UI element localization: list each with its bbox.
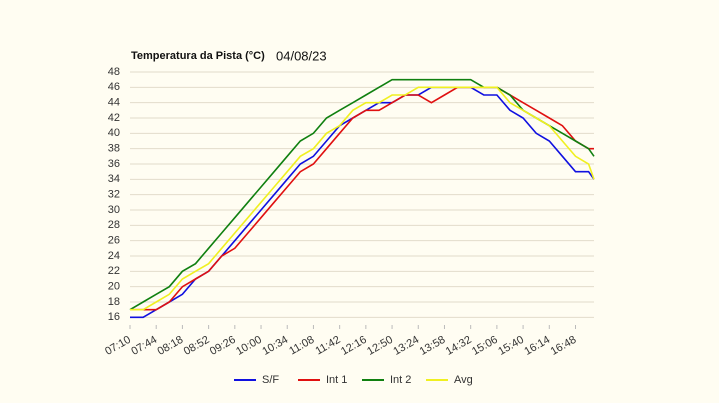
x-tick-label: 11:08 xyxy=(287,334,316,358)
y-tick-label: 48 xyxy=(108,66,120,78)
y-tick-label: 36 xyxy=(108,158,120,170)
y-tick-label: 38 xyxy=(108,143,120,155)
series-line xyxy=(130,86,595,311)
y-tick-label: 30 xyxy=(108,204,120,216)
legend-label: Avg xyxy=(454,374,473,386)
x-tick-label: 14:32 xyxy=(444,334,474,358)
y-tick-label: 24 xyxy=(108,250,120,262)
y-tick-label: 18 xyxy=(108,296,120,308)
chart-title: Temperatura da Pista (°C) xyxy=(131,50,265,62)
x-tick-label: 16:48 xyxy=(549,334,579,358)
y-tick-label: 42 xyxy=(108,112,120,124)
chart-subtitle: 04/08/23 xyxy=(276,48,327,63)
x-tick-label: 11:42 xyxy=(313,334,342,358)
y-tick-label: 46 xyxy=(108,81,120,93)
y-tick-label: 16 xyxy=(108,311,120,323)
x-tick-label: 07:44 xyxy=(129,334,159,358)
series-line xyxy=(130,86,594,311)
y-tick-label: 34 xyxy=(108,173,120,185)
x-tick-label: 16:14 xyxy=(522,334,552,358)
y-tick-label: 40 xyxy=(108,127,120,139)
y-tick-label: 32 xyxy=(108,189,120,201)
x-tick-label: 08:18 xyxy=(156,334,186,358)
y-tick-label: 26 xyxy=(108,235,120,247)
legend-label: Int 1 xyxy=(326,374,347,386)
series-line xyxy=(130,86,595,319)
x-tick-label: 07:10 xyxy=(103,334,133,358)
y-tick-label: 22 xyxy=(108,265,120,277)
x-tick-label: 10:00 xyxy=(234,334,264,358)
y-tick-label: 44 xyxy=(108,97,120,109)
x-tick-label: 15:06 xyxy=(470,334,500,358)
legend-label: S/F xyxy=(262,374,279,386)
x-tick-label: 10:34 xyxy=(260,334,290,358)
x-tick-label: 09:26 xyxy=(208,334,238,358)
x-tick-label: 12:50 xyxy=(365,334,395,358)
y-tick-label: 28 xyxy=(108,219,120,231)
x-tick-label: 15:40 xyxy=(496,334,526,358)
x-tick-label: 13:58 xyxy=(418,334,448,358)
x-tick-label: 12:16 xyxy=(339,334,369,358)
legend-label: Int 2 xyxy=(390,374,411,386)
x-tick-label: 13:24 xyxy=(391,334,421,358)
x-tick-label: 08:52 xyxy=(182,334,212,358)
y-tick-label: 20 xyxy=(108,281,120,293)
